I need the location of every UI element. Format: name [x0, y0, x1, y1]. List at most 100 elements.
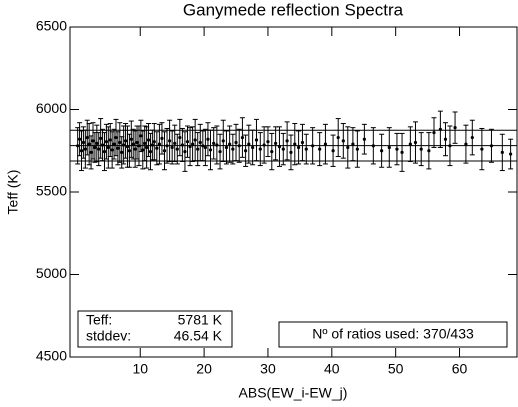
data-point: [139, 134, 143, 138]
data-point: [438, 127, 442, 131]
data-point: [254, 138, 259, 142]
data-point: [106, 145, 110, 150]
data-point: [231, 147, 235, 151]
y-tick-label: 6500: [36, 18, 67, 34]
x-tick-label: 10: [132, 361, 148, 377]
data-point: [489, 144, 494, 148]
data-point: [380, 149, 384, 153]
data-point: [145, 145, 149, 150]
data-point: [500, 150, 504, 154]
data-point: [150, 143, 154, 147]
data-point: [300, 140, 305, 145]
data-point: [251, 145, 255, 150]
data-point: [93, 145, 97, 150]
data-point: [281, 147, 285, 151]
data-point: [208, 148, 213, 152]
data-point: [85, 135, 89, 140]
data-point: [196, 147, 200, 151]
data-point: [185, 140, 190, 144]
data-point: [395, 147, 399, 151]
data-point: [371, 144, 375, 148]
data-point: [152, 140, 156, 144]
data-point: [77, 137, 82, 141]
data-point: [95, 141, 99, 145]
data-point: [240, 135, 245, 140]
data-point: [155, 146, 159, 150]
data-point: [336, 135, 340, 140]
data-point: [244, 149, 248, 153]
data-point: [127, 149, 131, 153]
data-point: [180, 143, 184, 147]
data-point: [206, 137, 210, 141]
data-point: [125, 145, 130, 149]
data-point: [178, 135, 182, 140]
data-point: [285, 139, 289, 143]
data-point: [277, 145, 282, 149]
data-point: [91, 139, 95, 143]
data-point: [175, 147, 179, 151]
data-point: [427, 149, 431, 153]
data-point: [218, 149, 222, 154]
data-point: [122, 143, 126, 147]
data-point: [104, 140, 108, 144]
chart-title: Ganymede reflection Spectra: [183, 0, 404, 19]
y-axis-label: Teff (K): [5, 170, 21, 215]
data-point: [509, 152, 513, 156]
data-point: [162, 149, 167, 153]
data-point: [274, 141, 278, 145]
data-point: [221, 139, 225, 143]
data-point: [193, 138, 197, 142]
x-axis-label: ABS(EW_i-EW_j): [239, 385, 348, 401]
data-point: [262, 143, 266, 147]
data-point: [120, 150, 124, 154]
data-point: [100, 143, 105, 147]
data-point: [464, 142, 468, 146]
data-point: [318, 147, 322, 151]
data-point: [297, 145, 301, 150]
data-point: [168, 139, 172, 143]
data-point: [81, 140, 86, 145]
data-point: [157, 142, 161, 146]
data-point: [355, 147, 359, 151]
data-point: [270, 149, 274, 154]
data-point: [432, 131, 436, 135]
data-point: [118, 140, 122, 145]
data-point: [102, 149, 107, 154]
data-point: [83, 147, 87, 151]
ratios-box: [278, 321, 508, 348]
data-point: [413, 140, 418, 145]
teff-value: 5781 K: [178, 312, 223, 328]
y-tick-label: 5500: [36, 183, 67, 199]
data-point: [87, 142, 91, 146]
data-point: [76, 144, 80, 148]
data-point: [170, 145, 174, 150]
data-point: [108, 138, 112, 142]
data-point: [362, 137, 366, 141]
data-point: [112, 142, 116, 146]
data-point: [387, 145, 391, 150]
data-point: [453, 126, 457, 130]
data-point: [191, 142, 195, 146]
std-value: 46.54 K: [174, 328, 223, 344]
data-point: [173, 141, 177, 145]
data-point: [419, 147, 423, 151]
data-point: [146, 138, 151, 142]
data-point: [129, 137, 133, 141]
data-point: [114, 135, 118, 140]
data-point: [323, 142, 328, 146]
x-tick-label: 30: [260, 361, 276, 377]
x-tick-label: 50: [388, 361, 404, 377]
data-point: [448, 144, 452, 148]
data-point: [293, 142, 297, 146]
data-point: [203, 145, 207, 150]
data-point: [183, 149, 187, 154]
std-label: stddev:: [86, 328, 131, 344]
data-point: [133, 147, 137, 151]
data-point: [201, 144, 205, 148]
data-point: [89, 150, 93, 154]
data-point: [470, 135, 474, 140]
ratios-text: Nº of ratios used: 370/433: [312, 326, 474, 342]
teff-label: Teff:: [86, 312, 112, 328]
data-point: [311, 144, 315, 148]
